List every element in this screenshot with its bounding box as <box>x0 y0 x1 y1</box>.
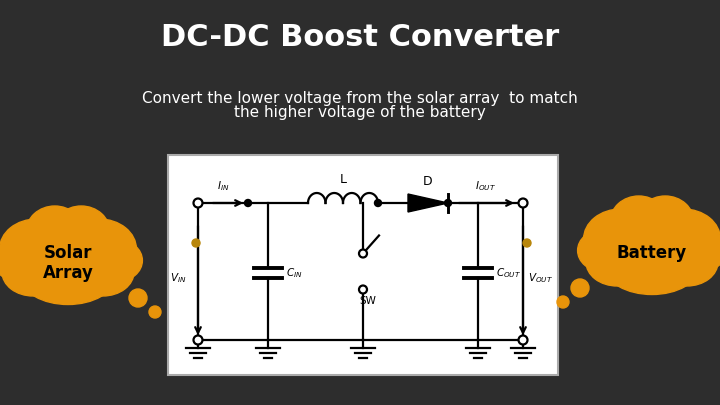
Ellipse shape <box>0 239 44 281</box>
Circle shape <box>571 279 589 297</box>
Circle shape <box>557 296 569 308</box>
Ellipse shape <box>92 239 143 281</box>
Circle shape <box>359 286 367 294</box>
FancyBboxPatch shape <box>168 155 558 375</box>
Text: $C_{OUT}$: $C_{OUT}$ <box>496 266 521 280</box>
Ellipse shape <box>636 196 694 248</box>
Polygon shape <box>408 194 448 212</box>
Ellipse shape <box>2 248 64 296</box>
Ellipse shape <box>26 206 84 258</box>
Circle shape <box>194 198 202 207</box>
Text: SW: SW <box>359 296 377 305</box>
Circle shape <box>192 239 200 247</box>
Circle shape <box>359 249 367 258</box>
Circle shape <box>518 198 528 207</box>
Circle shape <box>523 239 531 247</box>
Text: $C_{IN}$: $C_{IN}$ <box>286 266 302 280</box>
Ellipse shape <box>592 205 712 290</box>
Circle shape <box>444 200 451 207</box>
Text: the higher voltage of the battery: the higher voltage of the battery <box>234 105 486 121</box>
Ellipse shape <box>0 219 74 279</box>
Text: Battery: Battery <box>617 244 687 262</box>
Ellipse shape <box>62 219 136 279</box>
Text: L: L <box>340 173 346 186</box>
Text: D: D <box>423 175 433 188</box>
Text: Solar
Array: Solar Array <box>42 243 94 282</box>
Ellipse shape <box>584 209 658 269</box>
Ellipse shape <box>53 206 110 258</box>
Circle shape <box>518 335 528 345</box>
Ellipse shape <box>656 238 718 286</box>
Text: $V_{OUT}$: $V_{OUT}$ <box>528 271 554 285</box>
Circle shape <box>374 200 382 207</box>
Text: $I_{IN}$: $I_{IN}$ <box>217 179 229 193</box>
Ellipse shape <box>21 249 114 305</box>
Text: Convert the lower voltage from the solar array  to match: Convert the lower voltage from the solar… <box>142 90 578 105</box>
Ellipse shape <box>577 230 628 271</box>
Circle shape <box>194 335 202 345</box>
Ellipse shape <box>71 248 134 296</box>
Circle shape <box>245 200 251 207</box>
Circle shape <box>129 289 147 307</box>
Ellipse shape <box>8 215 128 301</box>
Ellipse shape <box>610 196 667 248</box>
Text: DC-DC Boost Converter: DC-DC Boost Converter <box>161 23 559 53</box>
Ellipse shape <box>586 238 649 286</box>
Ellipse shape <box>646 209 720 269</box>
Text: $V_{IN}$: $V_{IN}$ <box>170 271 186 285</box>
Ellipse shape <box>606 239 699 294</box>
Ellipse shape <box>676 230 720 271</box>
Circle shape <box>149 306 161 318</box>
Text: $I_{OUT}$: $I_{OUT}$ <box>475 179 496 193</box>
